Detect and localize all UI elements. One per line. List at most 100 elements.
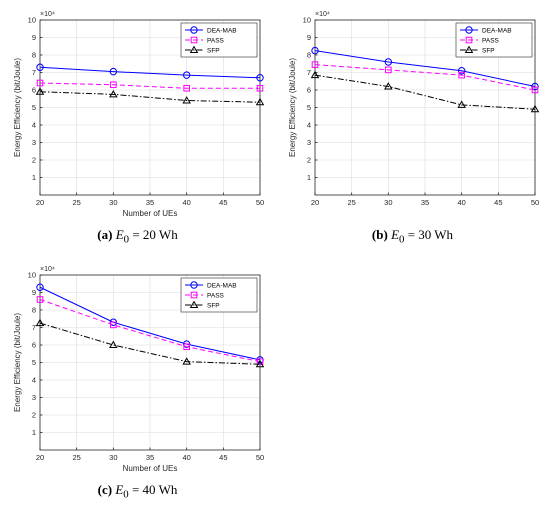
x-tick-label: 45 bbox=[219, 198, 227, 207]
legend-marker bbox=[189, 45, 199, 54]
y-axis-label: Energy Efficiency (bit/Joule) bbox=[13, 58, 22, 157]
series-line bbox=[314, 64, 536, 91]
data-point bbox=[182, 357, 191, 365]
x-tick-label: 35 bbox=[146, 198, 154, 207]
x-axis-label: Number of UEs bbox=[123, 209, 178, 218]
data-point bbox=[36, 79, 44, 87]
series-pass bbox=[36, 79, 264, 92]
data-point bbox=[109, 67, 118, 76]
series-line bbox=[39, 82, 260, 89]
x-tick-label: 30 bbox=[109, 453, 117, 462]
y-tick-label: 5 bbox=[32, 358, 36, 367]
x-tick-label: 40 bbox=[457, 198, 465, 207]
x-tick-label: 25 bbox=[72, 453, 80, 462]
x-tick-label: 20 bbox=[311, 198, 319, 207]
y-tick-label: 6 bbox=[307, 86, 311, 95]
y-tick-label: 10 bbox=[303, 16, 311, 25]
series-sfp bbox=[35, 318, 265, 368]
data-point bbox=[35, 318, 45, 327]
data-point bbox=[256, 84, 264, 92]
x-axis-label: Number of UEs bbox=[123, 464, 178, 473]
y-tick-label: 7 bbox=[307, 68, 311, 77]
data-point bbox=[384, 82, 393, 90]
chart-panel-b: 20 25 30 35 40 45 50 1 2 3 4 5 6 7 8 9 10 ×10⁴ Energy Effi… bbox=[275, 0, 550, 250]
data-point bbox=[109, 89, 118, 98]
y-tick-label: 6 bbox=[32, 341, 36, 350]
x-tick-label: 40 bbox=[182, 453, 190, 462]
legend-label: DEA-MAB bbox=[207, 28, 237, 35]
caption-letter: (c) bbox=[97, 482, 113, 497]
y-tick-label: 4 bbox=[307, 121, 311, 130]
caption-a: (a) E0 = 20 Wh bbox=[0, 227, 275, 246]
legend-marker bbox=[190, 281, 198, 289]
y-axis-exponent: ×10⁴ bbox=[40, 11, 55, 18]
legend-label: DEA-MAB bbox=[207, 283, 237, 290]
data-point bbox=[311, 46, 319, 55]
y-tick-label: 7 bbox=[32, 68, 36, 77]
caption-b: (b) E0 = 30 Wh bbox=[275, 227, 550, 246]
series-line bbox=[314, 50, 536, 87]
data-point bbox=[255, 359, 265, 368]
y-tick-label: 8 bbox=[307, 51, 311, 60]
y-tick-label: 2 bbox=[32, 411, 36, 420]
caption-letter: (a) bbox=[97, 227, 113, 242]
caption-text: = 20 Wh bbox=[129, 227, 178, 242]
y-tick-label: 4 bbox=[32, 121, 36, 130]
series-sfp bbox=[310, 70, 540, 113]
caption-subscript: 0 bbox=[123, 488, 129, 501]
y-tick-label: 2 bbox=[32, 156, 36, 165]
legend-label: PASS bbox=[207, 38, 225, 45]
data-point bbox=[531, 82, 539, 91]
caption-letter: (b) bbox=[371, 227, 388, 242]
x-tick-label: 20 bbox=[36, 198, 44, 207]
data-point bbox=[110, 81, 117, 89]
data-point bbox=[182, 96, 191, 104]
y-tick-label: 5 bbox=[307, 103, 311, 112]
y-tick-label: 2 bbox=[307, 156, 311, 165]
x-tick-label: 30 bbox=[384, 198, 392, 207]
x-tick-label: 50 bbox=[531, 198, 539, 207]
data-point bbox=[183, 343, 190, 351]
series-sfp bbox=[35, 87, 265, 106]
series-line bbox=[39, 322, 261, 365]
legend-marker bbox=[190, 291, 198, 299]
legend-label: PASS bbox=[207, 293, 225, 300]
data-point bbox=[36, 296, 44, 303]
data-point bbox=[256, 74, 264, 82]
y-tick-label: 8 bbox=[32, 51, 36, 60]
y-axis-label: Energy Efficiency (bit/Joule) bbox=[13, 313, 22, 412]
legend-label: DEA-MAB bbox=[482, 28, 512, 35]
caption-variable: E bbox=[115, 227, 124, 242]
x-tick-label: 25 bbox=[347, 198, 355, 207]
data-point bbox=[110, 321, 117, 329]
series-dea-mab bbox=[311, 46, 539, 91]
series-line bbox=[39, 286, 261, 361]
data-point bbox=[255, 97, 265, 106]
y-tick-label: 4 bbox=[32, 376, 36, 385]
x-tick-label: 40 bbox=[182, 198, 190, 207]
chart-panel-c: 20 25 30 35 40 45 50 1 2 3 4 5 6 7 8 9 10 ×10⁴ Number of U… bbox=[0, 255, 275, 505]
y-tick-label: 10 bbox=[28, 16, 36, 25]
legend: DEA-MAB PASS SFP bbox=[180, 22, 258, 58]
x-tick-label: 45 bbox=[494, 198, 502, 207]
data-point bbox=[458, 71, 465, 79]
legend-marker bbox=[190, 36, 198, 44]
x-tick-label: 45 bbox=[219, 453, 227, 462]
series-dea-mab bbox=[36, 63, 264, 82]
data-point bbox=[36, 283, 44, 291]
legend: DEA-MAB PASS SFP bbox=[180, 277, 258, 313]
data-point bbox=[35, 87, 45, 95]
data-point bbox=[384, 58, 393, 66]
caption-text: = 40 Wh bbox=[128, 482, 178, 497]
y-tick-label: 3 bbox=[307, 138, 311, 147]
legend-marker bbox=[465, 26, 473, 34]
y-tick-label: 3 bbox=[32, 393, 36, 402]
caption-variable: E bbox=[115, 482, 124, 497]
data-point bbox=[183, 84, 190, 92]
y-tick-label: 1 bbox=[32, 173, 36, 182]
data-point bbox=[310, 70, 320, 79]
y-axis-label: Energy Efficiency (bit/Joule) bbox=[288, 58, 297, 157]
